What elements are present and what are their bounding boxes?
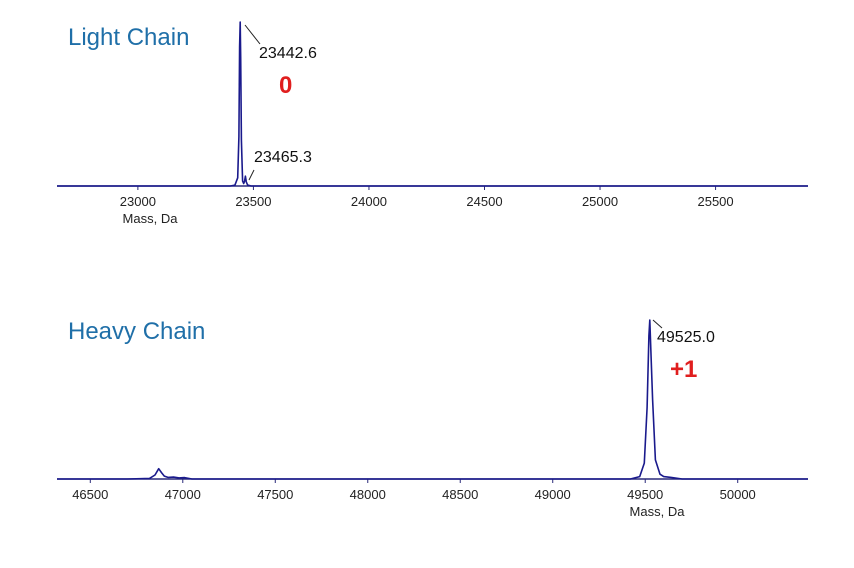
light-chain-x-tick-label: 23000: [120, 194, 156, 209]
heavy-chain-x-tick-label: 48500: [442, 487, 478, 502]
heavy-chain-spectrum: 46500 47000 47500 48000 48500 49000 49500 50000…: [57, 319, 808, 519]
heavy-chain-x-tick-label: 48000: [350, 487, 386, 502]
light-chain-x-tick-label: 24000: [351, 194, 387, 209]
light-chain-x-tick-label: 24500: [466, 194, 502, 209]
heavy-chain-x-tick-label: 50000: [720, 487, 756, 502]
light-chain-modification-label: 0: [279, 72, 293, 99]
heavy-chain-spectrum-trace: [57, 319, 808, 480]
heavy-chain-peak-leader-line: [652, 319, 663, 329]
light-chain-peak-label: 23442.6: [259, 45, 317, 62]
light-chain-spectrum-trace: [57, 21, 808, 187]
light-chain-x-tick-label: 25500: [697, 194, 733, 209]
light-chain-peak-label: 23465.3: [254, 149, 312, 166]
heavy-chain-x-tick-label: 47000: [165, 487, 201, 502]
heavy-chain-peak-label: 49525.0: [657, 329, 715, 346]
light-chain-spectrum: 23000 23500 24000 24500 25000 25500 Mass, Da 23…: [57, 21, 808, 226]
heavy-chain-x-tick-label: 46500: [72, 487, 108, 502]
heavy-chain-title: Heavy Chain: [68, 318, 206, 345]
light-chain-peak-leader-line: [244, 24, 261, 45]
heavy-chain-x-tick-label: 49500: [627, 487, 663, 502]
heavy-chain-x-axis-label: Mass, Da: [630, 504, 686, 519]
heavy-chain-modification-label: +1: [670, 356, 698, 383]
light-chain-x-axis-label: Mass, Da: [123, 211, 179, 226]
light-chain-title: Light Chain: [68, 24, 190, 51]
light-chain-x-tick-label: 25000: [582, 194, 618, 209]
heavy-chain-x-tick-label: 47500: [257, 487, 293, 502]
light-chain-x-tick-label: 23500: [235, 194, 271, 209]
light-chain-panel: 23000 23500 24000 24500 25000 25500 Mass, Da 23…: [0, 0, 854, 260]
heavy-chain-x-tick-label: 49000: [535, 487, 571, 502]
light-chain-peak-leader-line: [248, 169, 255, 181]
heavy-chain-panel: 46500 47000 47500 48000 48500 49000 49500 50000…: [0, 290, 854, 568]
